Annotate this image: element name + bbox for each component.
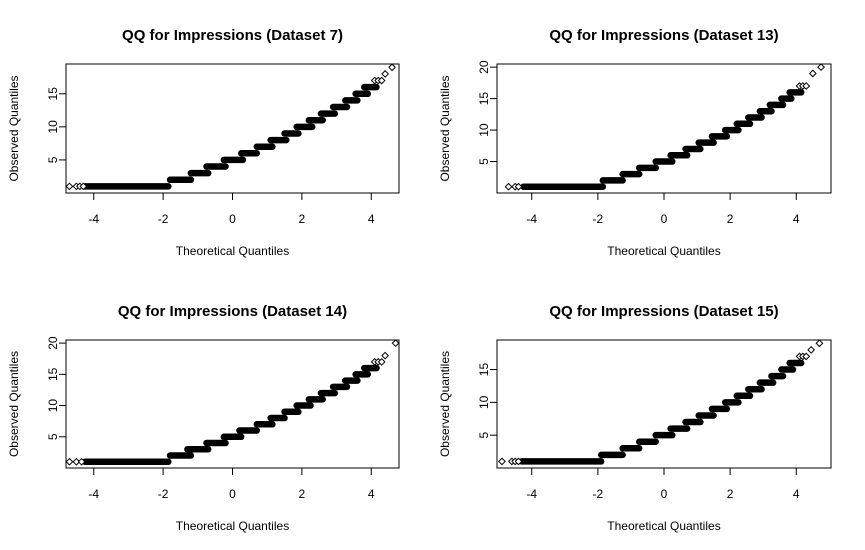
qq-point xyxy=(77,457,86,466)
x-tick-label: 4 xyxy=(368,487,375,501)
y-axis-label: Observed Quantiles xyxy=(7,351,21,457)
panel-title: QQ for Impressions (Dataset 7) xyxy=(122,27,343,44)
x-tick-label: 0 xyxy=(661,487,668,501)
y-tick-label: 5 xyxy=(477,432,491,439)
qq-point xyxy=(807,345,816,354)
qq-point xyxy=(72,457,81,466)
y-tick-label: 15 xyxy=(46,87,60,101)
x-tick-label: -4 xyxy=(526,487,537,501)
y-tick-label: 15 xyxy=(46,367,60,381)
x-tick-label: 2 xyxy=(727,487,734,501)
plot-frame xyxy=(496,339,832,469)
qq-panel-3: QQ for Impressions (Dataset 14) -4 -2 0 2 4 5 1… xyxy=(7,303,400,533)
x-tick-label: 4 xyxy=(368,212,375,226)
x-tick-label: 4 xyxy=(793,487,800,501)
y-axis-label: Observed Quantiles xyxy=(438,351,452,457)
qq-point xyxy=(388,63,396,72)
y-tick-label: 5 xyxy=(46,156,60,163)
qq-point xyxy=(377,357,386,366)
y-tick-label: 20 xyxy=(477,60,491,74)
qq-panel-1: QQ for Impressions (Dataset 7) -4 -2 0 2 4 5 10… xyxy=(7,27,400,258)
qq-point xyxy=(504,182,513,191)
qq-point xyxy=(817,63,825,72)
panel-title: QQ for Impressions (Dataset 13) xyxy=(549,27,778,44)
y-tick-label: 10 xyxy=(477,123,491,137)
y-axis-label: Observed Quantiles xyxy=(438,75,452,181)
plot-frame xyxy=(496,63,832,194)
qq-panel-4: QQ for Impressions (Dataset 15) -4 -2 0 2 4 5 1… xyxy=(438,303,832,533)
qq-point xyxy=(79,182,88,191)
qq-point xyxy=(802,352,811,361)
qq-point xyxy=(514,182,523,191)
qq-point xyxy=(802,82,811,90)
qq-point xyxy=(808,69,817,78)
x-tick-label: 2 xyxy=(299,487,306,501)
x-tick-label: 0 xyxy=(661,212,668,226)
y-tick-label: 15 xyxy=(477,92,491,106)
qq-point xyxy=(65,457,74,466)
x-tick-label: 2 xyxy=(727,212,734,226)
x-axis-label: Theoretical Quantiles xyxy=(176,244,289,258)
qq-panel-2: QQ for Impressions (Dataset 13) -4 -2 0 2 4 5 1… xyxy=(438,27,832,258)
x-axis-label: Theoretical Quantiles xyxy=(607,519,720,533)
x-tick-label: -2 xyxy=(593,487,604,501)
y-tick-label: 20 xyxy=(46,336,60,350)
qq-point xyxy=(391,339,400,348)
x-tick-label: -4 xyxy=(88,212,99,226)
qq-point xyxy=(381,70,390,78)
qq-point xyxy=(514,457,523,466)
y-axis-label: Observed Quantiles xyxy=(7,75,21,181)
qq-point xyxy=(815,339,824,348)
x-tick-label: -2 xyxy=(593,212,604,226)
x-axis-label: Theoretical Quantiles xyxy=(176,519,289,533)
x-tick-label: 0 xyxy=(229,212,236,226)
x-tick-label: 4 xyxy=(793,212,800,226)
qq-point xyxy=(381,351,390,360)
panel-title: QQ for Impressions (Dataset 15) xyxy=(549,303,778,320)
plot-frame xyxy=(65,339,400,469)
y-tick-label: 10 xyxy=(46,399,60,413)
x-tick-label: -4 xyxy=(526,212,537,226)
y-tick-label: 5 xyxy=(477,158,491,165)
qq-point xyxy=(377,76,386,85)
y-tick-label: 10 xyxy=(46,120,60,134)
qq-point xyxy=(65,182,74,191)
x-axis-label: Theoretical Quantiles xyxy=(607,244,720,258)
x-tick-label: 0 xyxy=(229,487,236,501)
plot-frame xyxy=(65,63,400,194)
y-tick-label: 15 xyxy=(477,363,491,377)
x-tick-label: 2 xyxy=(299,212,306,226)
y-tick-label: 10 xyxy=(477,395,491,409)
qq-point xyxy=(498,457,506,466)
y-tick-label: 5 xyxy=(46,433,60,440)
x-tick-label: -4 xyxy=(88,487,99,501)
panel-title: QQ for Impressions (Dataset 14) xyxy=(118,303,347,320)
x-tick-label: -2 xyxy=(158,487,169,501)
x-tick-label: -2 xyxy=(158,212,169,226)
